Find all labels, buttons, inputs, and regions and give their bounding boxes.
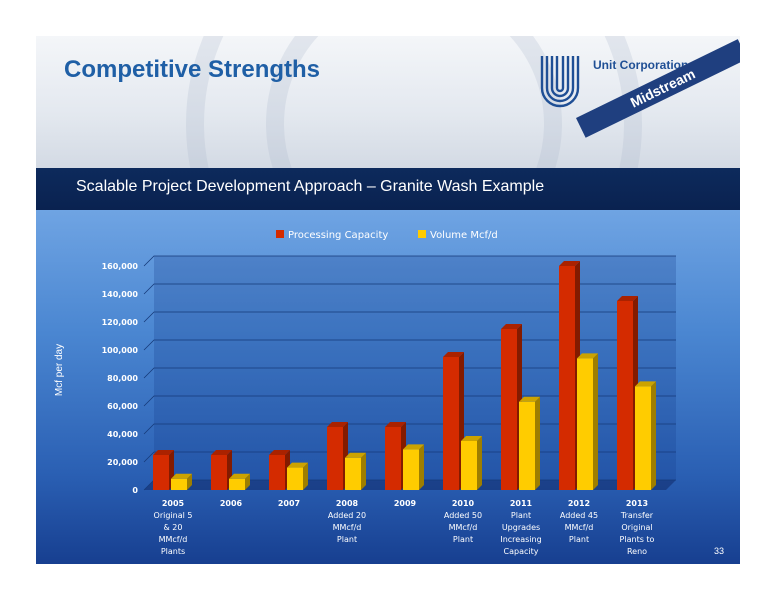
bar-processing-capacity bbox=[385, 422, 406, 490]
y-axis-ticks: 0 20,000 40,000 60,000 80,000 100,000 120,000 1… bbox=[102, 262, 139, 495]
slide: Competitive Strengths Unit Corporation M… bbox=[36, 36, 740, 564]
bar-volume bbox=[519, 396, 540, 490]
x-axis-categories: 2005 Original 5 & 20 MMcf/d Plants 2006 2007 20… bbox=[154, 499, 655, 556]
bar-processing-capacity bbox=[501, 324, 522, 490]
y-tick-label: 20,000 bbox=[107, 458, 138, 467]
bar-volume bbox=[229, 473, 250, 490]
bar-volume bbox=[403, 444, 424, 490]
legend-label: Volume Mcf/d bbox=[430, 230, 498, 241]
y-tick-label: 100,000 bbox=[102, 346, 139, 355]
bar-volume bbox=[635, 381, 656, 490]
legend-entry: Processing Capacity bbox=[276, 230, 388, 241]
x-category-label: 2009 bbox=[394, 499, 417, 508]
bar-chart: 0 20,000 40,000 60,000 80,000 100,000 120,000 1… bbox=[54, 230, 676, 556]
header: Competitive Strengths Unit Corporation M… bbox=[36, 36, 740, 168]
legend-swatch bbox=[418, 230, 426, 238]
bar-processing-capacity bbox=[153, 450, 174, 490]
x-category-label: 2012 Added 45 MMcf/d Plant bbox=[560, 499, 598, 544]
x-category-label: 2010 Added 50 MMcf/d Plant bbox=[444, 499, 482, 544]
bar-processing-capacity bbox=[559, 261, 580, 490]
y-tick-label: 40,000 bbox=[107, 430, 138, 439]
y-tick-label: 80,000 bbox=[107, 374, 138, 383]
bar-processing-capacity bbox=[211, 450, 232, 490]
x-category-label: 2008 Added 20 MMcf/d Plant bbox=[328, 499, 366, 544]
legend-entry: Volume Mcf/d bbox=[418, 230, 498, 241]
bar-volume bbox=[287, 462, 308, 490]
gridline bbox=[143, 283, 676, 295]
y-axis-label: Mcf per day bbox=[54, 344, 65, 396]
bar-processing-capacity bbox=[327, 422, 348, 490]
chart-subtitle: Scalable Project Development Approach – … bbox=[76, 178, 545, 195]
bar-processing-capacity bbox=[269, 450, 290, 490]
x-category-label: 2011 Plant Upgrades Increasing Capacity bbox=[500, 499, 541, 556]
gridline bbox=[143, 255, 676, 267]
bar-processing-capacity bbox=[443, 352, 464, 490]
x-category-label: 2013 Transfer Original Plants to Reno bbox=[620, 499, 655, 556]
y-tick-label: 120,000 bbox=[102, 318, 139, 327]
y-tick-label: 0 bbox=[132, 486, 138, 495]
legend-label: Processing Capacity bbox=[288, 230, 388, 241]
logo-text: Unit Corporation bbox=[593, 58, 689, 72]
y-tick-label: 160,000 bbox=[102, 262, 139, 271]
x-category-label: 2007 bbox=[278, 499, 300, 508]
legend-swatch bbox=[276, 230, 284, 238]
subtitle-bar: Scalable Project Development Approach – … bbox=[36, 168, 740, 210]
bar-volume bbox=[461, 436, 482, 490]
y-tick-label: 140,000 bbox=[102, 290, 139, 299]
gridline bbox=[143, 311, 676, 323]
legend: Processing Capacity Volume Mcf/d bbox=[276, 230, 498, 241]
bars bbox=[153, 261, 656, 490]
chart-area: 0 20,000 40,000 60,000 80,000 100,000 120,000 1… bbox=[36, 210, 740, 564]
page-title: Competitive Strengths bbox=[64, 56, 321, 83]
x-category-label: 2006 bbox=[220, 499, 243, 508]
unit-corporation-logo-icon bbox=[540, 56, 580, 108]
y-tick-label: 60,000 bbox=[107, 402, 138, 411]
bar-processing-capacity bbox=[617, 296, 638, 490]
x-category-label: 2005 Original 5 & 20 MMcf/d Plants bbox=[154, 499, 193, 556]
page-number: 33 bbox=[713, 546, 724, 556]
bar-volume bbox=[577, 353, 598, 490]
bar-volume bbox=[171, 473, 192, 490]
bar-volume bbox=[345, 452, 366, 490]
